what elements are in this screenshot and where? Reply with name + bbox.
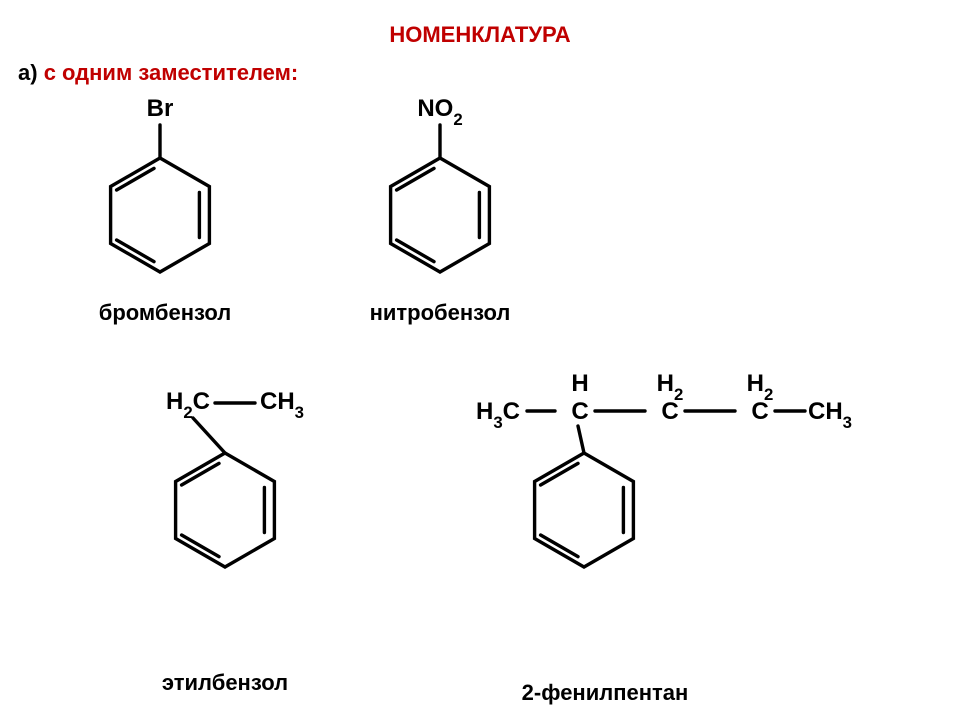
nitrobenzene-structure [360, 115, 520, 315]
ethylbenzene-name: этилбензол [130, 670, 320, 696]
nitrobenzene-name: нитробензол [345, 300, 535, 326]
subtitle-prefix: а) [18, 60, 44, 85]
bromobenzene-name: бромбензол [80, 300, 250, 326]
subtitle-rest: с одним заместителем: [44, 60, 299, 85]
bromobenzene-structure [80, 115, 240, 315]
ethylbenzene-structure [145, 390, 325, 670]
page-title: НОМЕНКЛАТУРА [0, 22, 960, 48]
phenylpentane-name: 2-фенилпентан [495, 680, 715, 706]
section-subtitle: а) с одним заместителем: [18, 60, 298, 86]
phenylpentane-structure [460, 390, 890, 670]
